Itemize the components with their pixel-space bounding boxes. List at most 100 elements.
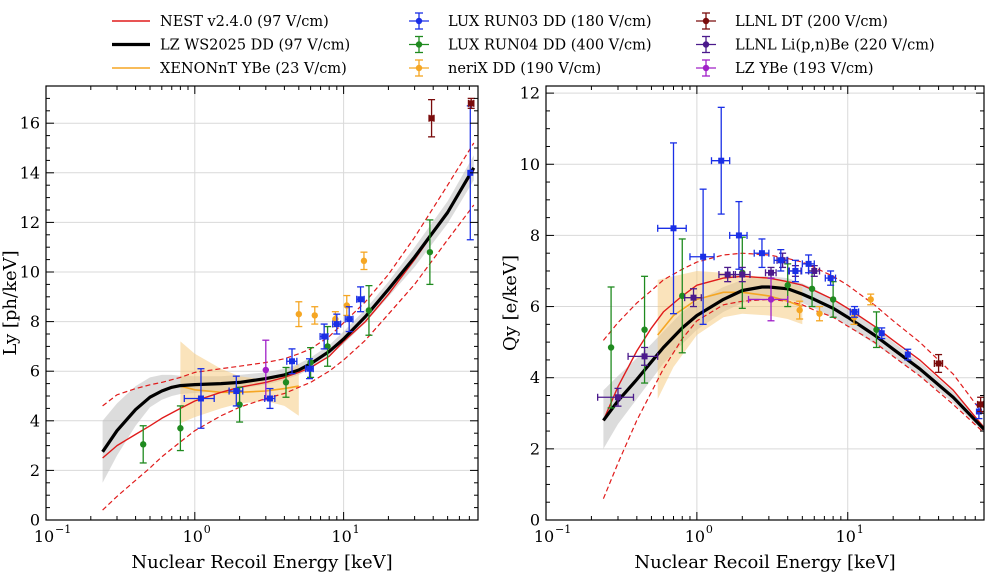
lux04-point — [177, 425, 184, 432]
plot-area — [101, 97, 476, 511]
llnl-li-point — [768, 269, 775, 276]
y-tick-label: 6 — [530, 297, 540, 316]
x-tick-label: 10 — [34, 527, 54, 546]
nest-curve — [602, 275, 984, 428]
lux03-point — [758, 250, 765, 257]
ticks — [45, 85, 479, 521]
plot-area — [597, 106, 984, 499]
y-tick-label: 12 — [20, 213, 40, 232]
lux04-point — [324, 343, 331, 350]
lux03-point — [777, 257, 784, 264]
y-tick-label: 4 — [30, 411, 40, 430]
x-tick-exponent: 0 — [204, 523, 211, 536]
llnl-li-point — [641, 353, 648, 360]
lux03-point — [878, 330, 885, 337]
x-tick-exponent: −1 — [555, 523, 571, 536]
lux03-point — [306, 365, 313, 372]
x-tick-exponent: 1 — [857, 523, 864, 536]
legend: NEST v2.4.0 (97 V/cm) LZ WS2025 DD (97 V/… — [112, 12, 935, 77]
y-tick-label: 14 — [20, 163, 40, 182]
lux04-point — [140, 441, 147, 448]
lz-ybe-point — [767, 296, 775, 303]
lz-ybe-point — [262, 366, 270, 374]
x-axis-label: Nuclear Recoil Energy [keV] — [634, 552, 895, 573]
llnl-dt-point — [977, 401, 984, 408]
y-tick-label: 0 — [30, 511, 40, 530]
lux03-point — [851, 308, 858, 315]
x-tick-label: 10 — [534, 527, 554, 546]
lux04-point — [679, 292, 686, 300]
y-tick-label: 2 — [30, 461, 40, 480]
y-tick-label: 0 — [530, 511, 540, 530]
y-axis-label: Ly [ph/keV] — [0, 250, 21, 355]
llnl-dt-point — [468, 100, 475, 107]
y-axis-label: Qy [e/keV] — [500, 255, 521, 351]
lux03-point — [670, 225, 677, 232]
llnl-dt-point — [428, 115, 435, 122]
ticks — [545, 86, 985, 521]
lux04-point — [282, 379, 290, 386]
y-tick-label: 10 — [520, 155, 540, 174]
y-tick-label: 12 — [520, 84, 540, 103]
lux04-point — [808, 285, 816, 292]
llnl-li-point — [690, 294, 697, 301]
y-tick-label: 8 — [530, 226, 540, 245]
nest-curve — [102, 169, 475, 459]
legend-label: neriX DD (190 V/cm) — [448, 61, 601, 77]
lux04-point — [829, 296, 837, 303]
axes-frame — [45, 85, 479, 521]
lux04-point — [873, 326, 880, 333]
lux03-point — [792, 267, 799, 274]
nest-lower-bound — [602, 298, 984, 499]
legend-marker — [415, 64, 423, 72]
x-tick-exponent: 0 — [706, 523, 713, 536]
legend-marker — [702, 17, 710, 25]
lux03-point — [805, 260, 812, 267]
legend-marker — [415, 17, 423, 25]
x-axis-label: Nuclear Recoil Energy [keV] — [131, 552, 392, 573]
y-tick-label: 8 — [30, 312, 40, 331]
lux03-point — [718, 157, 725, 164]
x-tick-label: 10 — [331, 527, 351, 546]
nest-upper-bound — [102, 142, 475, 407]
llnl-li-point — [739, 271, 746, 278]
lux03-point — [266, 395, 273, 402]
legend-label: LZ YBe (193 V/cm) — [735, 61, 874, 77]
y-tick-label: 4 — [530, 368, 540, 387]
axes-frame — [545, 85, 985, 521]
nerix-point — [796, 306, 803, 314]
llnl-dt-point — [935, 360, 942, 367]
lux03-point — [904, 351, 911, 358]
y-tick-label: 10 — [20, 263, 40, 282]
lux03-point — [346, 316, 353, 323]
y-tick-label: 16 — [20, 114, 40, 133]
legend-label: LLNL DT (200 V/cm) — [735, 14, 888, 30]
lux04-point — [607, 344, 615, 351]
xenon-uncertainty-band — [657, 271, 803, 399]
y-tick-label: 6 — [30, 362, 40, 381]
nerix-point — [816, 310, 823, 317]
lux03-point — [289, 358, 296, 365]
lux03-point — [197, 395, 204, 402]
legend-label: XENONnT YBe (23 V/cm) — [160, 61, 347, 77]
lux03-point — [735, 232, 742, 239]
y-tick-label: 2 — [530, 439, 540, 458]
nerix-point — [360, 257, 368, 265]
lux03-point — [700, 253, 707, 260]
lux03-point — [357, 296, 364, 303]
lux04-point — [641, 326, 648, 333]
x-tick-label: 10 — [685, 527, 705, 546]
nest-upper-bound — [602, 252, 984, 416]
legend-marker — [702, 64, 710, 72]
legend-label: LUX RUN03 DD (180 V/cm) — [448, 14, 652, 30]
x-tick-label: 10 — [183, 527, 203, 546]
lux04-point — [365, 307, 373, 314]
llnl-li-point — [811, 267, 818, 274]
legend-label: LUX RUN04 DD (400 V/cm) — [448, 38, 652, 54]
x-tick-exponent: −1 — [55, 523, 71, 536]
x-tick-exponent: 1 — [353, 523, 360, 536]
lux03-point — [827, 275, 834, 282]
legend-marker — [415, 41, 423, 48]
